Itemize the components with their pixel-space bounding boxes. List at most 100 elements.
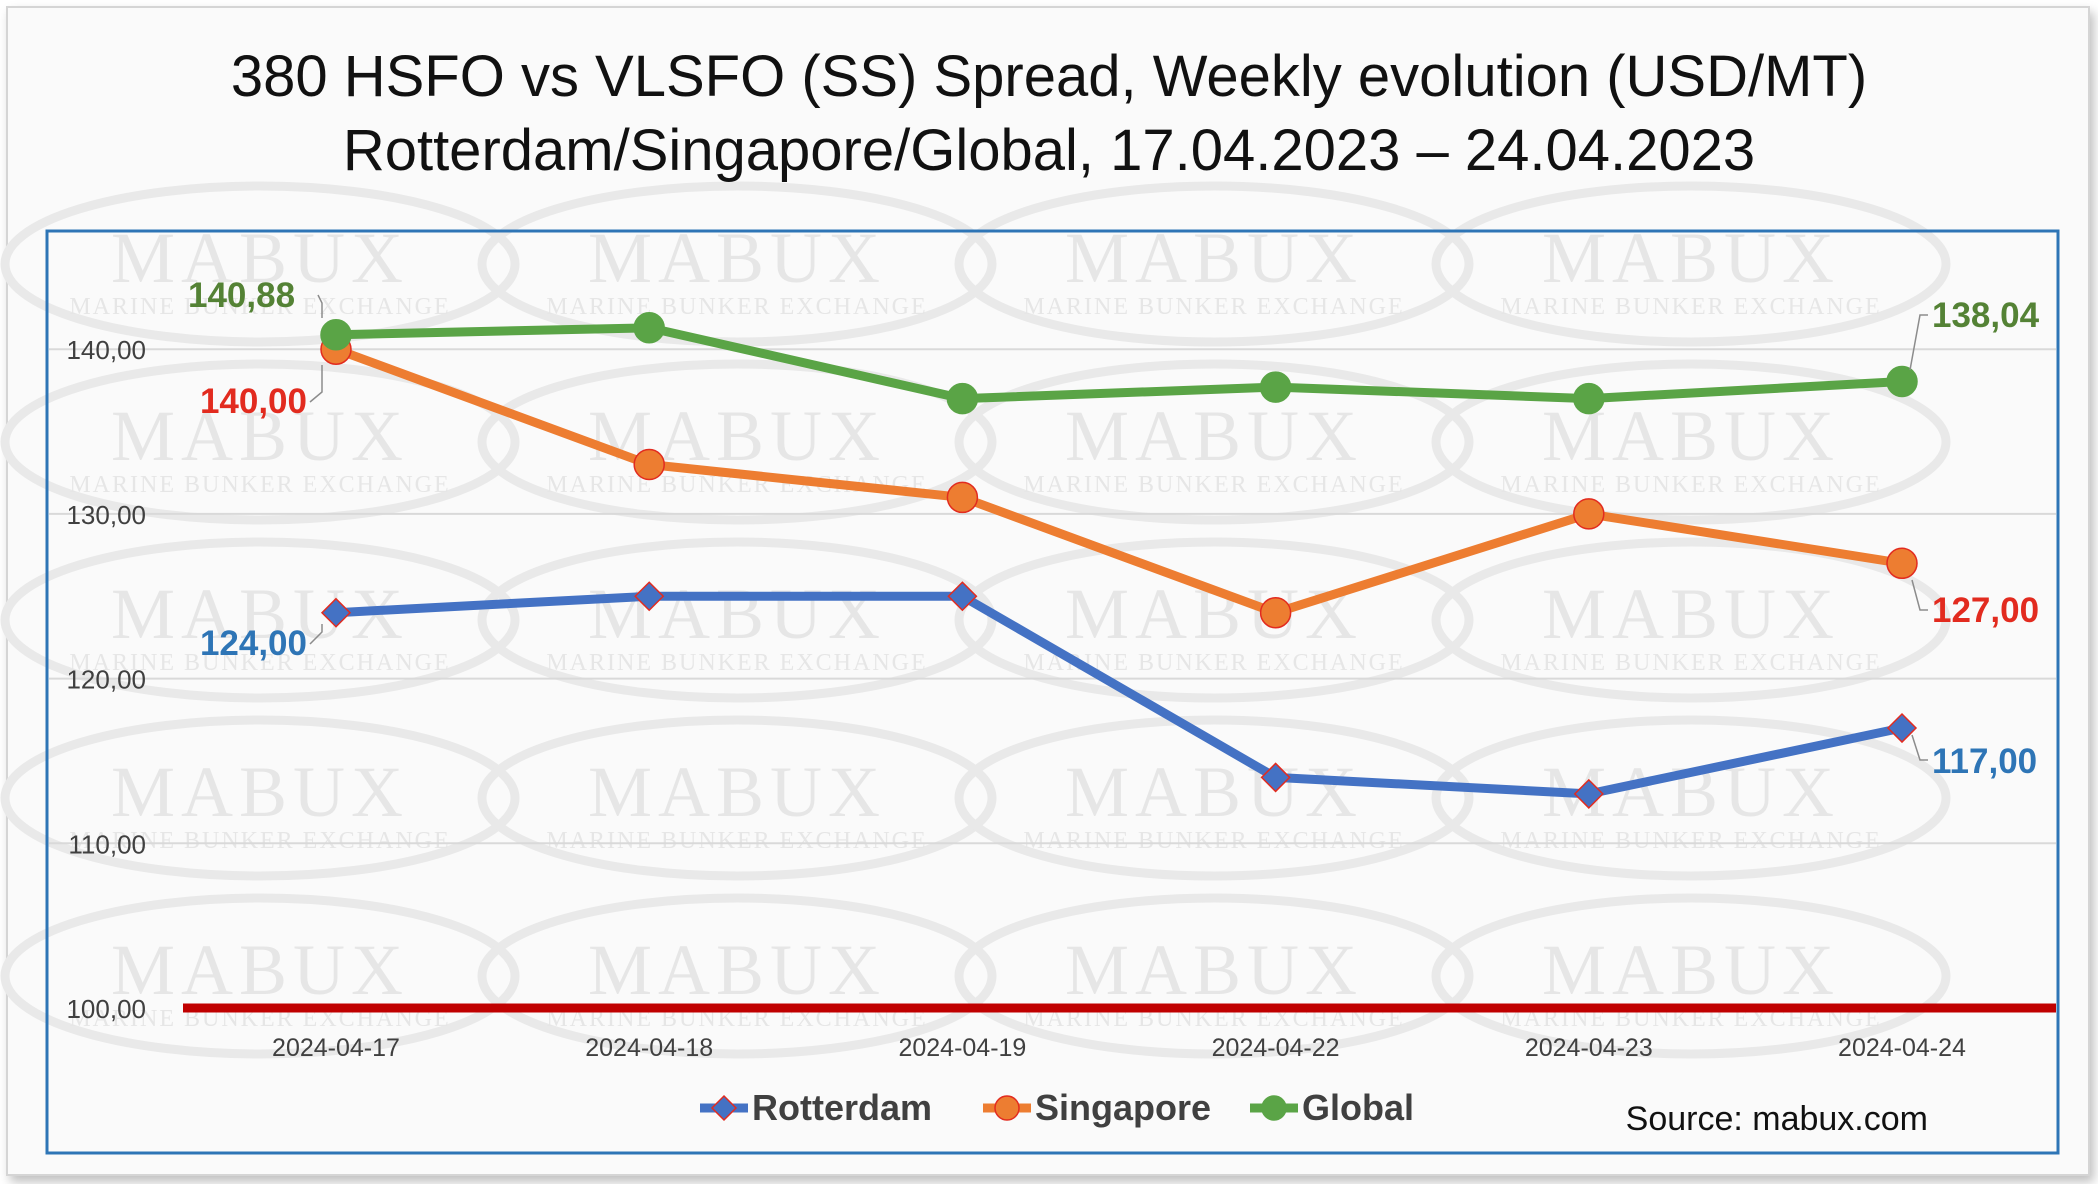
marker-rotterdam — [1886, 712, 1918, 744]
watermark-brand: MABUX — [111, 396, 409, 476]
series-layer — [320, 312, 1918, 809]
series-line-singapore — [331, 344, 1907, 618]
watermark-swoosh — [0, 893, 520, 1059]
watermark-brand: MABUX — [588, 930, 886, 1010]
marker-rotterdam — [1573, 778, 1604, 809]
watermark-tagline: MARINE BUNKER EXCHANGE — [546, 294, 927, 320]
legend-marker-rotterdam — [710, 1094, 738, 1122]
legend: Rotterdam Singapore Global — [700, 1087, 1414, 1128]
watermark-swoosh — [477, 537, 997, 703]
marker-rotterdam — [634, 581, 665, 612]
marker-global — [1573, 382, 1605, 415]
x-tick-label: 2024-04-23 — [1525, 1034, 1653, 1062]
watermark-tagline: MARINE BUNKER EXCHANGE — [69, 472, 450, 498]
watermark-brand: MABUX — [1065, 396, 1363, 476]
x-tick-label: 2024-04-19 — [898, 1034, 1026, 1062]
watermark-tagline: MARINE BUNKER EXCHANGE — [69, 294, 450, 320]
watermark-swoosh — [954, 715, 1474, 881]
y-tick-label: 140,00 — [66, 335, 146, 365]
leader-line-singapore — [309, 365, 323, 403]
marker-singapore — [1886, 547, 1918, 580]
watermark-brand: MABUX — [111, 752, 409, 832]
watermark-brand: MABUX — [111, 930, 409, 1010]
watermark-brand: MABUX — [588, 574, 886, 654]
data-label-global: 138,04 — [1932, 296, 2040, 335]
marker-singapore — [633, 448, 665, 481]
watermark-brand: MABUX — [588, 752, 886, 832]
watermark-swoosh — [477, 893, 997, 1059]
data-label-singapore: 140,00 — [200, 382, 307, 421]
watermark-swoosh — [1431, 359, 1951, 525]
leader-line-global — [317, 294, 323, 318]
watermark-brand: MABUX — [1065, 752, 1363, 832]
watermark-tagline: MARINE BUNKER EXCHANGE — [69, 650, 450, 676]
watermark-tagline: MARINE BUNKER EXCHANGE — [1500, 472, 1881, 498]
data-labels: 124,00 117,00 140,00 127,00 140,88 138,04 — [188, 276, 2040, 781]
watermark-tagline: MARINE BUNKER EXCHANGE — [1500, 828, 1881, 854]
data-label-rotterdam: 124,00 — [200, 624, 307, 663]
plot-area-border — [45, 229, 2060, 1155]
watermark-swoosh — [477, 181, 997, 347]
x-axis: 2024-04-17 2024-04-18 2024-04-19 2024-04-22… — [272, 1034, 1966, 1062]
watermark-swoosh — [0, 359, 520, 525]
y-tick-label: 100,00 — [66, 994, 146, 1024]
marker-singapore — [946, 481, 979, 514]
watermark-swoosh — [954, 893, 1474, 1059]
watermark-swoosh — [954, 181, 1474, 347]
marker-global — [946, 382, 979, 415]
x-tick-label: 2024-04-24 — [1838, 1034, 1966, 1062]
chart-subtitle: Rotterdam/Singapore/Global, 17.04.2023 –… — [343, 118, 1755, 183]
watermark-tagline: MARINE BUNKER EXCHANGE — [1023, 828, 1404, 854]
legend-marker-singapore — [994, 1095, 1020, 1121]
marker-rotterdam — [947, 581, 978, 612]
watermark-tagline: MARINE BUNKER EXCHANGE — [546, 650, 927, 676]
watermark-tagline: MARINE BUNKER EXCHANGE — [1023, 294, 1404, 320]
watermark-swoosh — [477, 715, 997, 881]
marker-singapore — [1259, 596, 1292, 629]
leader-line-rotterdam — [1911, 734, 1928, 761]
chart-title: 380 HSFO vs VLSFO (SS) Spread, Weekly ev… — [231, 44, 1867, 109]
watermark-swoosh — [1431, 715, 1951, 881]
leader-line-global — [1909, 314, 1928, 371]
data-label-global: 140,88 — [188, 276, 295, 315]
y-tick-label: 110,00 — [68, 829, 146, 859]
watermark-swoosh — [1431, 537, 1951, 703]
watermark-brand: MABUX — [1065, 930, 1363, 1010]
watermark-swoosh — [0, 537, 520, 703]
marker-global — [1886, 365, 1918, 398]
series-line-rotterdam — [331, 591, 1907, 799]
watermark-swoosh — [954, 537, 1474, 703]
watermark-swoosh — [477, 359, 997, 525]
legend-label-global: Global — [1302, 1087, 1414, 1128]
watermark-tagline: MARINE BUNKER EXCHANGE — [546, 828, 927, 854]
legend-label-rotterdam: Rotterdam — [752, 1087, 932, 1128]
gridlines — [49, 348, 2056, 845]
watermark-tagline: MARINE BUNKER EXCHANGE — [1023, 472, 1404, 498]
data-label-rotterdam: 117,00 — [1932, 742, 2037, 781]
x-tick-label: 2024-04-22 — [1212, 1034, 1340, 1062]
marker-rotterdam — [1260, 762, 1291, 793]
marker-global — [1259, 371, 1292, 403]
source-note: Source: mabux.com — [1626, 1100, 1928, 1138]
watermark-swoosh — [1431, 181, 1951, 347]
watermark-tagline: MARINE BUNKER EXCHANGE — [1500, 294, 1881, 320]
watermark-brand: MABUX — [588, 396, 886, 476]
marker-rotterdam — [320, 597, 352, 628]
leader-line-singapore — [1911, 579, 1928, 611]
marker-global — [633, 312, 665, 344]
x-tick-label: 2024-04-17 — [272, 1034, 400, 1062]
y-tick-label: 130,00 — [66, 500, 146, 530]
legend-marker-global — [1261, 1095, 1287, 1121]
watermark-swoosh — [0, 715, 520, 881]
leader-line-rotterdam — [309, 624, 323, 645]
y-tick-label: 120,00 — [66, 665, 146, 695]
series-line-global — [331, 323, 1907, 404]
x-tick-label: 2024-04-18 — [585, 1034, 713, 1062]
data-label-singapore: 127,00 — [1932, 591, 2039, 630]
watermark-brand: MABUX — [1542, 574, 1840, 654]
legend-label-singapore: Singapore — [1035, 1087, 1211, 1128]
watermark-brand: MABUX — [1542, 930, 1840, 1010]
y-axis: 100,00 110,00 120,00 130,00 140,00 — [66, 335, 146, 1024]
